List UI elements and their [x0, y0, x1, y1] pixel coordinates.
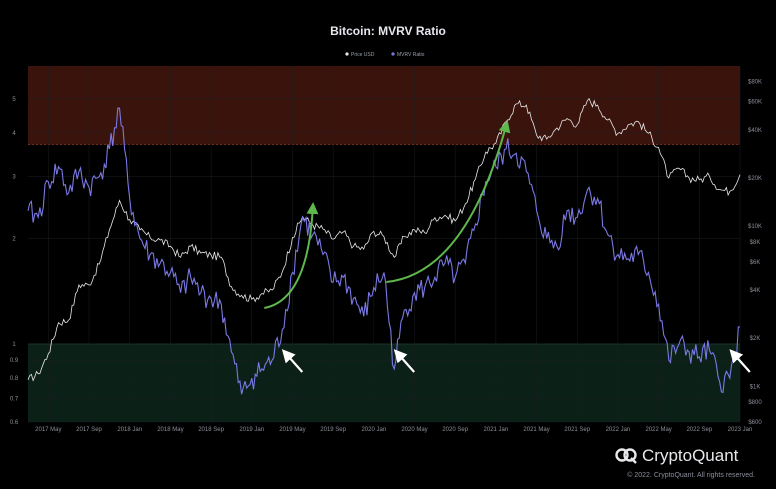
x-tick: 2020 May	[401, 427, 427, 433]
chart-title: Bitcoin: MVRV Ratio	[330, 24, 446, 38]
y-left-tick: 0.6	[10, 420, 19, 426]
x-tick: 2018 May	[157, 427, 183, 433]
x-tick: 2022 Sep	[686, 427, 712, 433]
y-right-tick: $80K	[748, 80, 762, 86]
y-right-tick: $1K	[750, 384, 761, 390]
y-left-tick: 0.9	[10, 358, 19, 364]
zone-undervalued	[28, 344, 740, 422]
x-tick: 2022 May	[645, 427, 671, 433]
x-tick: 2019 Jan	[239, 427, 264, 433]
y-right-tick: $600	[748, 420, 762, 426]
brand-logo: CryptoQuant	[615, 446, 739, 465]
y-left-tick: 2	[12, 236, 16, 242]
annotation-arrow-icon	[393, 349, 415, 373]
y-left-tick: 0.8	[10, 376, 19, 382]
annotation-arrow-icon	[281, 349, 304, 373]
annotation-trend-curve	[264, 202, 319, 309]
y-left-tick: 0.7	[10, 397, 19, 403]
x-tick: 2017 Sep	[76, 427, 102, 433]
annotation-trend-curve	[386, 120, 511, 283]
y-left-tick: 4	[12, 131, 16, 137]
y-right-tick: $4K	[750, 288, 761, 294]
x-tick: 2018 Jan	[117, 427, 142, 433]
x-tick: 2018 Sep	[198, 427, 224, 433]
y-right-tick: $8K	[750, 240, 761, 246]
series-line-mvrv	[27, 107, 740, 395]
y-right-tick: $40K	[748, 128, 762, 134]
brand-name: CryptoQuant	[642, 446, 739, 465]
y-right-tick: $20K	[748, 176, 762, 182]
x-tick: 2020 Jan	[361, 427, 386, 433]
legend-item-price: Price USD	[351, 52, 375, 58]
legend-marker-mvrv	[391, 52, 395, 56]
x-tick: 2020 Sep	[442, 427, 468, 433]
y-right-tick: $800	[748, 400, 762, 406]
y-left-tick: 5	[12, 97, 16, 103]
legend-item-mvrv: MVRV Ratio	[397, 52, 425, 58]
y-left-tick: 1	[12, 342, 16, 348]
x-tick: 2019 May	[279, 427, 305, 433]
y-right-tick: $10K	[748, 224, 762, 230]
series-line-price	[27, 97, 741, 382]
y-right-tick: $6K	[750, 260, 761, 266]
x-tick: 2021 Jan	[484, 427, 509, 433]
y-left-tick: 3	[12, 175, 16, 181]
x-tick: 2017 May	[35, 427, 61, 433]
y-right-tick: $2K	[750, 336, 761, 342]
x-tick: 2021 May	[523, 427, 549, 433]
copyright-text: © 2022. CryptoQuant. All rights reserved…	[627, 471, 755, 479]
x-tick: 2022 Jan	[606, 427, 631, 433]
cryptoquant-logo-icon	[615, 448, 637, 464]
x-tick: 2021 Sep	[564, 427, 590, 433]
legend: Price USD MVRV Ratio	[345, 52, 425, 58]
legend-marker-price	[345, 52, 349, 56]
x-tick: 2019 Sep	[320, 427, 346, 433]
zone-overvalued	[28, 66, 740, 145]
annotation-arrow-icon	[729, 349, 751, 373]
y-right-tick: $60K	[748, 100, 762, 106]
x-tick: 2023 Jan	[728, 427, 753, 433]
